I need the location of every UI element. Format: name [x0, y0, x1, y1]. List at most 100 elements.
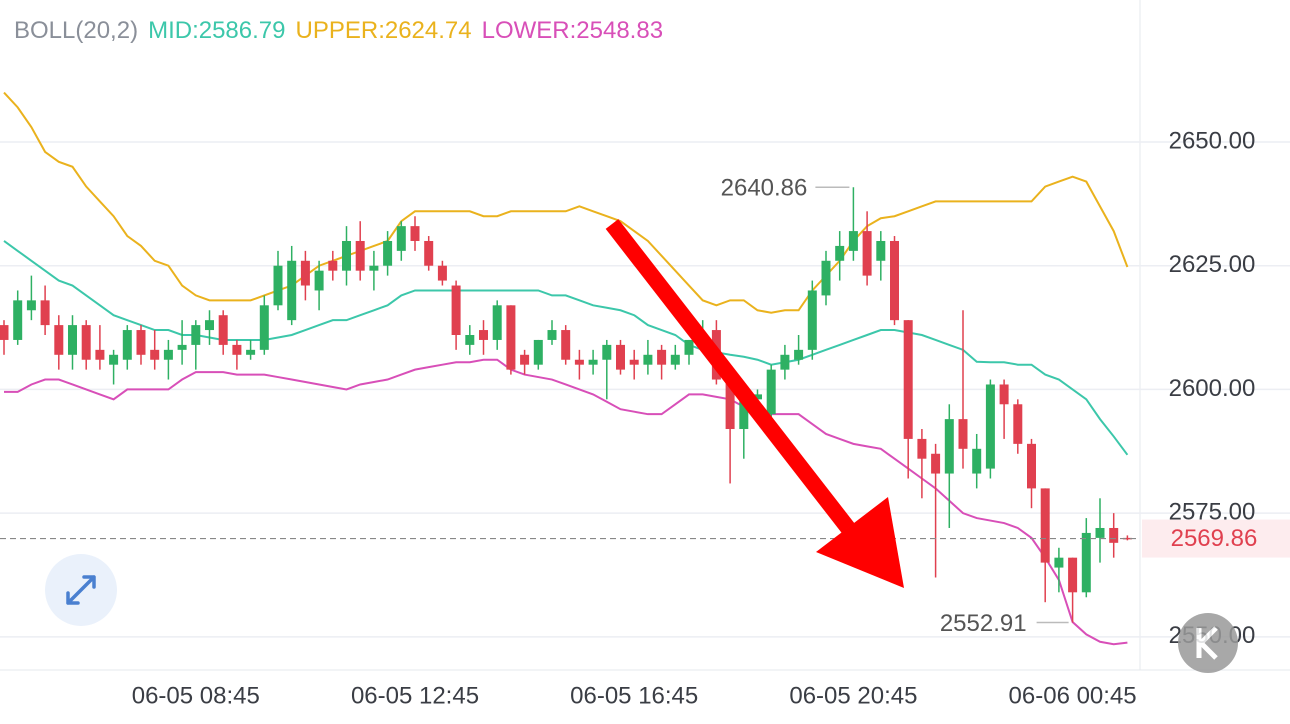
candle-body [848, 231, 858, 251]
candle-body [1054, 557, 1064, 568]
candle-body [547, 330, 557, 340]
y-tick-label: 2625.00 [1169, 251, 1256, 278]
candle-body [616, 344, 625, 370]
candle-body [13, 300, 23, 340]
candle-body [437, 265, 447, 281]
candle-body [753, 394, 762, 400]
candle-body [259, 305, 269, 350]
x-tick-label: 06-06 00:45 [1009, 682, 1137, 709]
watermark-circle [1178, 613, 1238, 673]
candle-body [588, 359, 598, 365]
candle-body [506, 305, 516, 370]
candle-body [109, 354, 119, 365]
expand-icon[interactable] [66, 575, 96, 605]
candle-body [725, 369, 735, 430]
candle-body [54, 325, 64, 355]
candle-body [1122, 537, 1132, 540]
candle-body [246, 349, 256, 355]
candle-body [1081, 532, 1091, 593]
candle-body [95, 349, 105, 360]
candle-body [1013, 404, 1023, 444]
candle-body [177, 344, 187, 350]
candle-body [68, 325, 77, 355]
candle-body [629, 359, 639, 365]
candles [0, 187, 1132, 623]
candle-body [300, 260, 310, 286]
candle-body [766, 369, 776, 415]
candle-body [520, 354, 530, 365]
candle-body [794, 349, 804, 360]
candle-body [424, 240, 434, 266]
candle-body [780, 354, 790, 370]
candle-body [972, 448, 982, 474]
candle-body [0, 325, 9, 340]
trend-arrow [605, 219, 904, 588]
x-tick-label: 06-05 08:45 [132, 682, 260, 709]
candle-body [931, 453, 941, 474]
candle-body [890, 240, 899, 321]
candle-body [944, 419, 954, 474]
last-price-box [1142, 519, 1290, 558]
candle-body [26, 300, 36, 311]
candle-body [602, 344, 612, 360]
candle-body [1109, 527, 1119, 543]
legend: BOLL(20,2) MID:2586.79 UPPER:2624.74 LOWER:… [14, 17, 663, 44]
candle-body [1040, 488, 1050, 563]
candle-body [342, 240, 351, 271]
overlay: 2640.86 2552.91 2569.86 [0, 175, 1290, 637]
candle-body [958, 419, 968, 449]
candle-body [985, 384, 995, 469]
candle-body [1095, 527, 1105, 538]
legend-entry: MID:2586.79 [148, 17, 285, 44]
band-line [4, 358, 1128, 646]
candle-body [40, 300, 50, 326]
candle-body [1027, 443, 1036, 489]
indicator-label: BOLL(20,2) [14, 17, 138, 44]
band-line [3, 240, 1129, 456]
arrow-shaft [605, 219, 855, 533]
candle-body [287, 260, 297, 321]
candle-body [821, 260, 831, 296]
candle-body [561, 330, 571, 360]
candle-body [383, 240, 393, 266]
bands [3, 91, 1129, 646]
candle-body [396, 226, 406, 251]
candle-body [643, 354, 653, 365]
candle-body [903, 320, 913, 439]
candle-body [533, 339, 543, 365]
candle-body [451, 285, 461, 335]
candle-body [999, 384, 1009, 405]
candle-body [81, 325, 91, 360]
candle-body [1068, 557, 1078, 593]
x-tick-label: 06-05 16:45 [570, 682, 698, 709]
candle-body [232, 344, 242, 355]
candle-body [369, 265, 379, 271]
watermark [1178, 613, 1238, 673]
candle-body [122, 330, 132, 360]
candle-body [191, 325, 201, 345]
candle-body [205, 320, 214, 331]
legend-entry: UPPER:2624.74 [296, 17, 472, 44]
candle-body [355, 240, 365, 271]
candle-body [465, 335, 475, 345]
candle-body [917, 438, 927, 459]
legend-entry: LOWER:2548.83 [482, 17, 663, 44]
watermark-k [1196, 626, 1218, 660]
high-marker-label: 2640.86 [721, 175, 808, 202]
candle-body [684, 339, 694, 355]
last-price-label: 2569.86 [1171, 525, 1258, 552]
low-marker-label: 2552.91 [940, 610, 1027, 637]
candle-body [670, 354, 680, 365]
x-tick-label: 06-05 20:45 [789, 682, 917, 709]
candle-body [136, 330, 146, 355]
candle-body [574, 359, 584, 365]
candle-body [835, 245, 845, 261]
expand-button[interactable] [45, 554, 117, 626]
candle-body [410, 226, 420, 241]
candle-body [862, 231, 872, 276]
candle-body [218, 315, 228, 345]
y-tick-label: 2650.00 [1169, 127, 1256, 154]
candle-body [150, 349, 160, 360]
band-line [3, 91, 1129, 314]
